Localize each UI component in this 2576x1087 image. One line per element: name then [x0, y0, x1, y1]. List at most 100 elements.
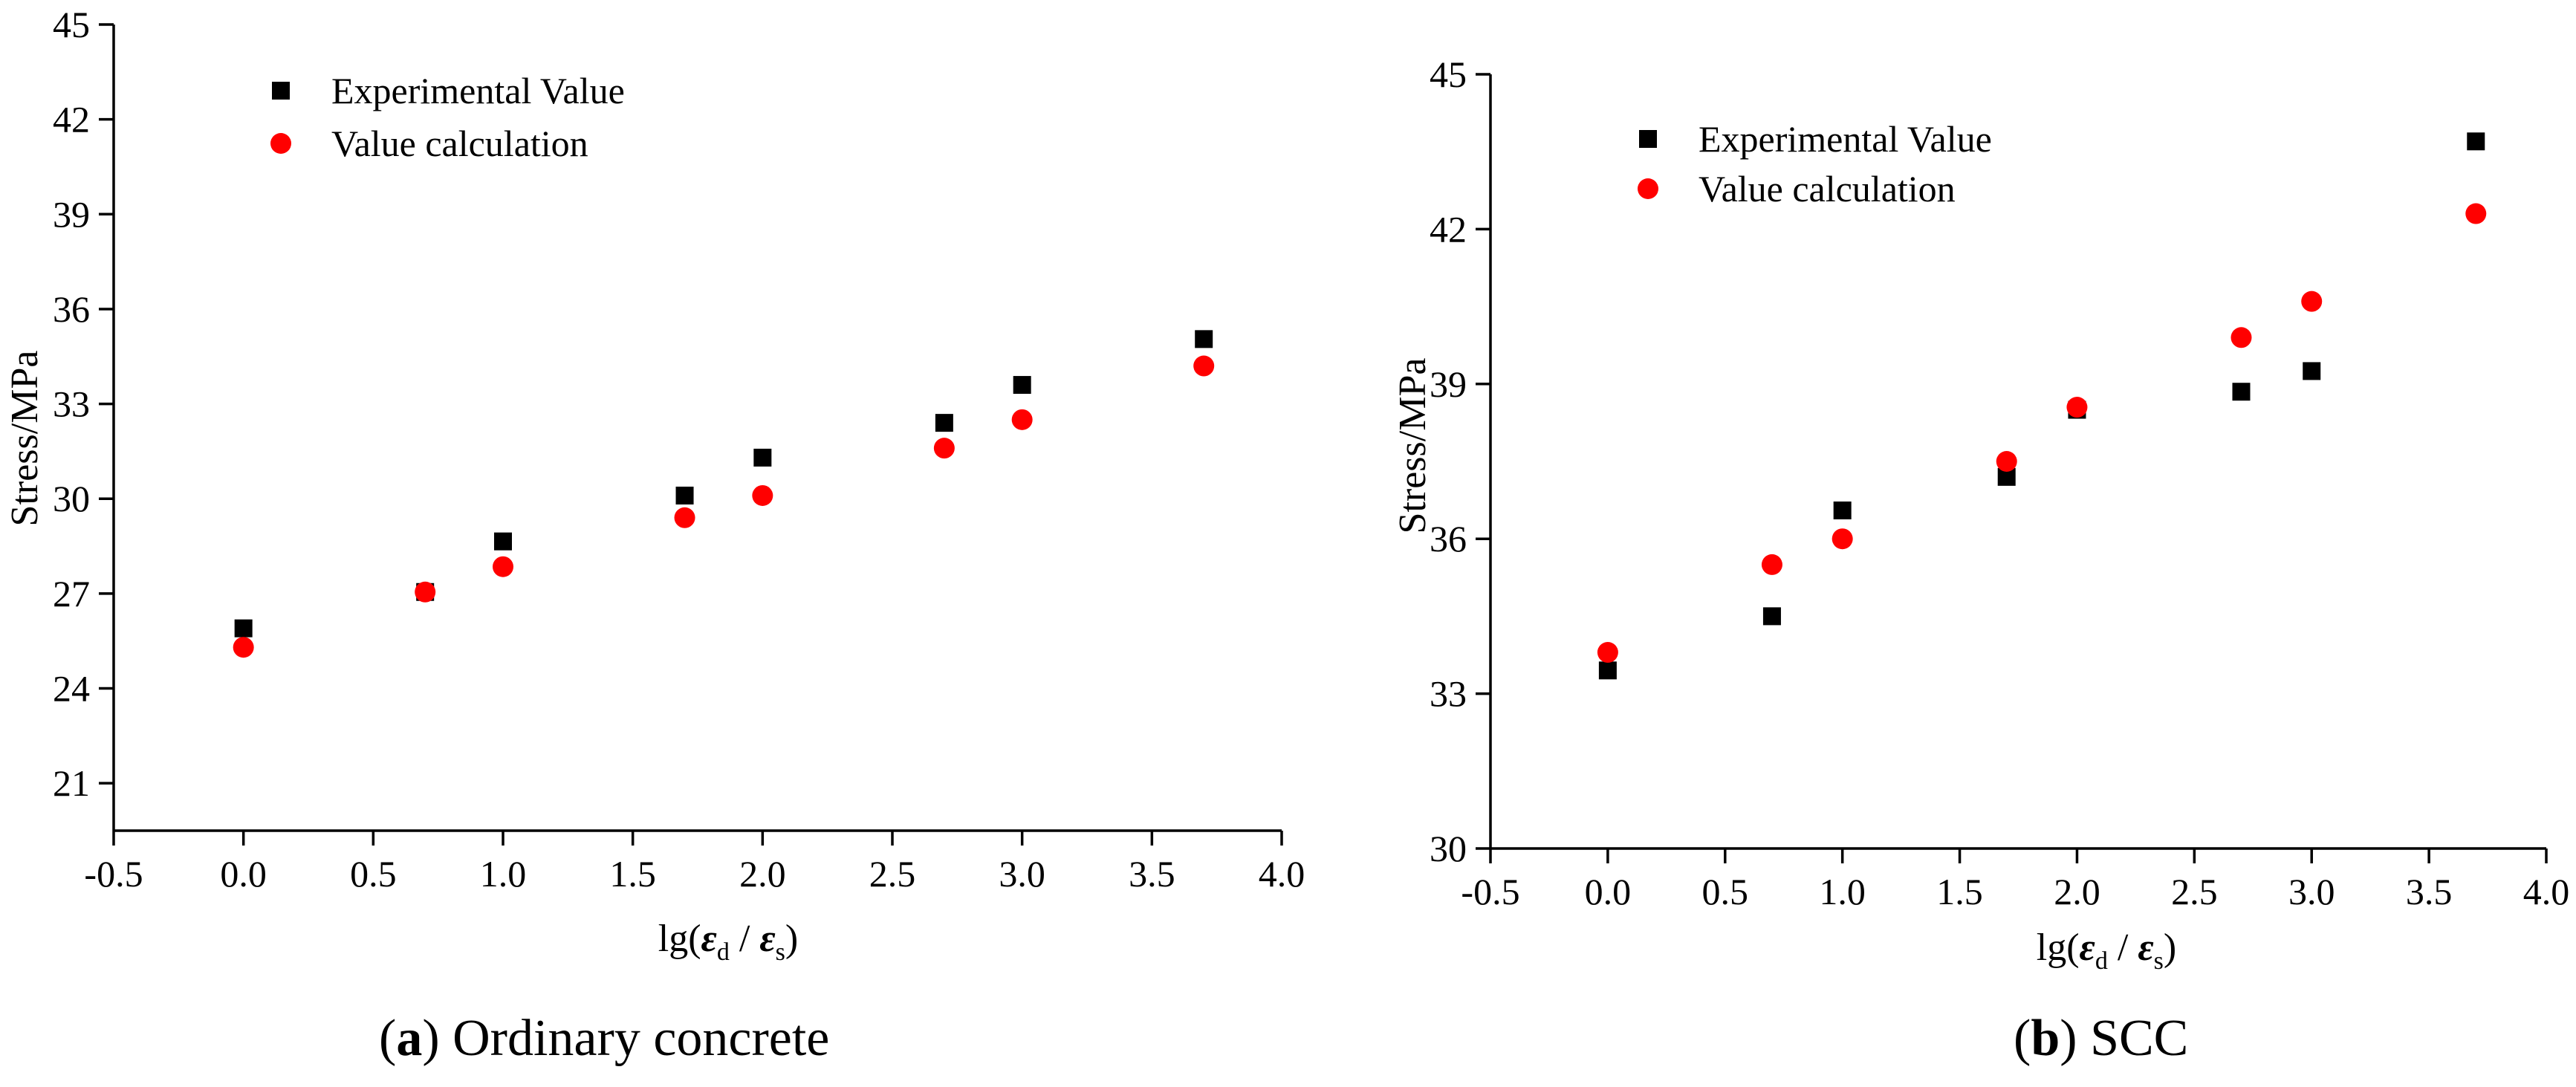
data-point-experimental — [1013, 376, 1031, 395]
data-point-calculated — [1011, 409, 1033, 430]
x-tick-label: 4.0 — [2523, 871, 2570, 912]
legend-label: Value calculation — [1699, 168, 1956, 210]
data-point-calculated — [1597, 642, 1618, 663]
data-point-experimental — [2303, 362, 2321, 380]
caption-text: SCC — [2090, 1010, 2188, 1067]
y-tick-label: 21 — [53, 762, 90, 804]
x-tick-label: 0.5 — [1702, 871, 1749, 912]
x-tick-label: 2.5 — [869, 853, 916, 895]
y-tick-label: 30 — [1430, 828, 1467, 869]
y-tick-label: 42 — [1430, 208, 1467, 250]
data-point-calculated — [1761, 554, 1782, 575]
x-tick-label: 4.0 — [1259, 853, 1305, 895]
x-tick-label: -0.5 — [1461, 871, 1519, 912]
y-tick-label: 45 — [53, 4, 90, 45]
data-point-calculated — [233, 637, 254, 658]
x-axis-title-strain-rate: ε — [2138, 927, 2153, 969]
x-tick-label: 2.0 — [2054, 871, 2100, 912]
x-axis-title-sub-d: d — [2095, 947, 2108, 975]
chart-a: -0.5 0.0 0.5 1.0 1.5 2.0 2.5 3.0 3.5 4.0 21 24 27 30 3… — [4, 4, 1305, 1067]
legend-marker-square — [1639, 130, 1657, 148]
x-tick-label: 0.5 — [350, 853, 397, 895]
x-axis-title-prefix: lg( — [2037, 927, 2080, 969]
caption-open-paren: ( — [379, 1010, 396, 1067]
data-point-calculated — [2066, 397, 2088, 418]
figure-caption: (b) SCC — [2014, 1010, 2188, 1067]
data-point-calculated — [493, 556, 513, 577]
caption-letter: a — [396, 1010, 422, 1067]
x-tick-label: 1.0 — [480, 853, 527, 895]
x-tick-label: 0.0 — [220, 853, 267, 895]
x-tick-label: 3.5 — [1129, 853, 1175, 895]
x-tick-label: 3.0 — [999, 853, 1045, 895]
y-tick-label: 36 — [1430, 518, 1467, 559]
data-point-calculated — [1996, 451, 2017, 472]
legend-marker-circle — [270, 133, 291, 154]
x-tick-label: -0.5 — [84, 853, 143, 895]
data-point-experimental — [234, 619, 253, 637]
x-axis-title: lg(εd / εs) — [2037, 927, 2176, 975]
caption-open-paren: ( — [2014, 1010, 2031, 1067]
data-point-experimental — [1762, 607, 1781, 626]
y-axis-title: Stress/MPa — [4, 351, 46, 527]
x-axis-title-sub-s: s — [2154, 947, 2164, 975]
legend-label: Experimental Value — [331, 70, 625, 111]
y-tick-label: 45 — [1430, 53, 1467, 95]
x-axis-title-slash: / — [730, 918, 759, 960]
data-point-calculated — [2301, 291, 2323, 312]
legend-label: Value calculation — [331, 123, 588, 164]
chart-b: -0.5 0.0 0.5 1.0 1.5 2.0 2.5 3.0 3.5 4.0 30 33 36 39 4… — [1392, 53, 2569, 1067]
caption-letter: b — [2031, 1010, 2060, 1067]
data-point-calculated — [2465, 203, 2487, 224]
y-tick-label: 30 — [53, 478, 90, 519]
data-point-calculated — [1193, 355, 1215, 377]
data-point-calculated — [1832, 528, 1853, 550]
data-point-experimental — [1195, 330, 1213, 348]
data-point-calculated — [752, 484, 773, 506]
x-tick-label: 3.0 — [2288, 871, 2335, 912]
data-point-experimental — [2467, 132, 2485, 151]
y-tick-label: 39 — [1430, 363, 1467, 405]
data-point-experimental — [2232, 383, 2251, 401]
data-point-experimental — [494, 532, 512, 551]
data-point-experimental — [675, 486, 694, 504]
x-axis-title-sub-s: s — [776, 938, 785, 966]
data-point-calculated — [415, 581, 436, 603]
data-point-experimental — [1833, 501, 1852, 519]
x-axis-title-strain-rate: ε — [701, 918, 717, 960]
caption-close-paren: ) — [2060, 1010, 2090, 1067]
data-point-experimental — [935, 414, 953, 432]
y-axis-title: Stress/MPa — [1392, 358, 1434, 534]
legend-marker-square — [272, 82, 290, 100]
x-axis-title-strain-rate: ε — [2080, 927, 2095, 969]
data-point-calculated — [933, 438, 955, 459]
y-tick-label: 39 — [53, 193, 90, 235]
x-tick-label: 0.0 — [1585, 871, 1632, 912]
y-tick-label: 24 — [53, 668, 90, 710]
data-point-calculated — [2231, 327, 2252, 348]
caption-text: Ordinary concrete — [452, 1010, 829, 1067]
y-tick-label: 42 — [53, 99, 90, 140]
x-axis-title-suffix: ) — [2164, 927, 2176, 969]
x-axis-title-sub-d: d — [717, 938, 730, 966]
figure-caption: (a) Ordinary concrete — [379, 1010, 829, 1067]
x-axis-title: lg(εd / εs) — [658, 918, 798, 966]
data-point-experimental — [1598, 661, 1617, 680]
data-point-calculated — [674, 507, 695, 528]
x-tick-label: 2.5 — [2171, 871, 2218, 912]
x-tick-label: 2.0 — [739, 853, 786, 895]
y-tick-label: 36 — [53, 288, 90, 330]
x-axis-title-prefix: lg( — [658, 918, 701, 960]
data-point-experimental — [753, 448, 772, 467]
x-tick-label: 1.5 — [1936, 871, 1983, 912]
legend-label: Experimental Value — [1699, 118, 1992, 160]
caption-close-paren: ) — [422, 1010, 452, 1067]
y-tick-label: 27 — [53, 573, 90, 614]
x-axis-title-strain-rate: ε — [759, 918, 775, 960]
x-tick-label: 1.0 — [1819, 871, 1866, 912]
legend-marker-circle — [1638, 178, 1658, 199]
y-tick-label: 33 — [1430, 673, 1467, 715]
x-axis-title-slash: / — [2108, 927, 2138, 969]
x-tick-label: 1.5 — [609, 853, 656, 895]
y-tick-label: 33 — [53, 383, 90, 425]
